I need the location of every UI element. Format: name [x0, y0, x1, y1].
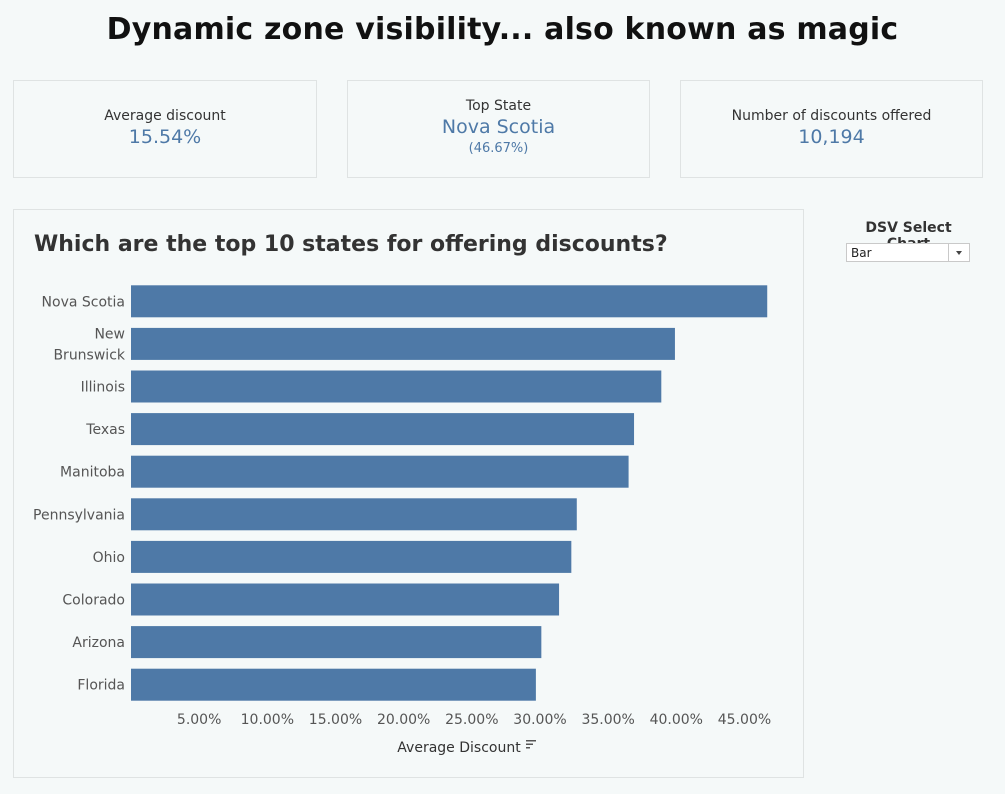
kpi-top-state: Top State Nova Scotia (46.67%) — [347, 80, 650, 178]
chart-selector-dropdown[interactable]: Bar — [846, 243, 970, 262]
category-label: Florida — [77, 678, 125, 694]
category-label: Ohio — [93, 550, 125, 566]
kpi-label: Top State — [465, 98, 532, 114]
category-label: Manitoba — [60, 465, 125, 481]
bar[interactable] — [131, 540, 572, 573]
x-tick-label: 40.00% — [650, 712, 703, 728]
x-tick-label: 15.00% — [309, 712, 362, 728]
chart-title: Which are the top 10 states for offering… — [34, 232, 668, 257]
chart-panel: Which are the top 10 states for offering… — [13, 209, 804, 778]
chevron-down-icon[interactable] — [948, 244, 969, 261]
bar[interactable] — [131, 626, 542, 659]
page-title: Dynamic zone visibility... also known as… — [106, 12, 899, 47]
x-tick-label: 35.00% — [581, 712, 634, 728]
bar[interactable] — [131, 498, 577, 531]
bar[interactable] — [131, 370, 662, 403]
category-label: Texas — [85, 422, 125, 438]
kpi-average-discount: Average discount 15.54% — [13, 80, 317, 178]
category-label: Colorado — [62, 593, 125, 609]
category-label: Nova Scotia — [42, 294, 125, 310]
category-label: Illinois — [81, 380, 125, 396]
x-tick-label: 25.00% — [445, 712, 498, 728]
x-tick-label: 20.00% — [377, 712, 430, 728]
category-label: Pennsylvania — [33, 507, 125, 523]
bar-chart: Nova Scotia New Brunswick Illinois Texas Mani… — [33, 285, 771, 756]
bar[interactable] — [131, 583, 560, 616]
kpi-value: 10,194 — [798, 126, 865, 148]
x-axis-label: Average Discount — [397, 740, 521, 756]
x-tick-label: 5.00% — [177, 712, 221, 728]
sort-icon[interactable] — [526, 740, 536, 749]
kpi-number-of-discounts: Number of discounts offered 10,194 — [680, 80, 983, 178]
kpi-value: Nova Scotia — [441, 116, 556, 138]
kpi-value: 15.54% — [128, 126, 202, 148]
x-tick-label: 10.00% — [241, 712, 294, 728]
kpi-subvalue: (46.67%) — [468, 141, 529, 156]
category-label: New Brunswick — [53, 326, 125, 363]
chart-selector-value: Bar — [851, 246, 872, 260]
kpi-label: Average discount — [104, 108, 226, 124]
category-label: Arizona — [72, 635, 125, 651]
bar[interactable] — [131, 413, 635, 446]
bar[interactable] — [131, 455, 629, 488]
bar[interactable] — [131, 668, 536, 701]
x-tick-label: 45.00% — [718, 712, 771, 728]
x-tick-label: 30.00% — [513, 712, 566, 728]
kpi-label: Number of discounts offered — [731, 108, 932, 124]
bar[interactable] — [131, 327, 675, 360]
bar[interactable] — [131, 285, 768, 318]
